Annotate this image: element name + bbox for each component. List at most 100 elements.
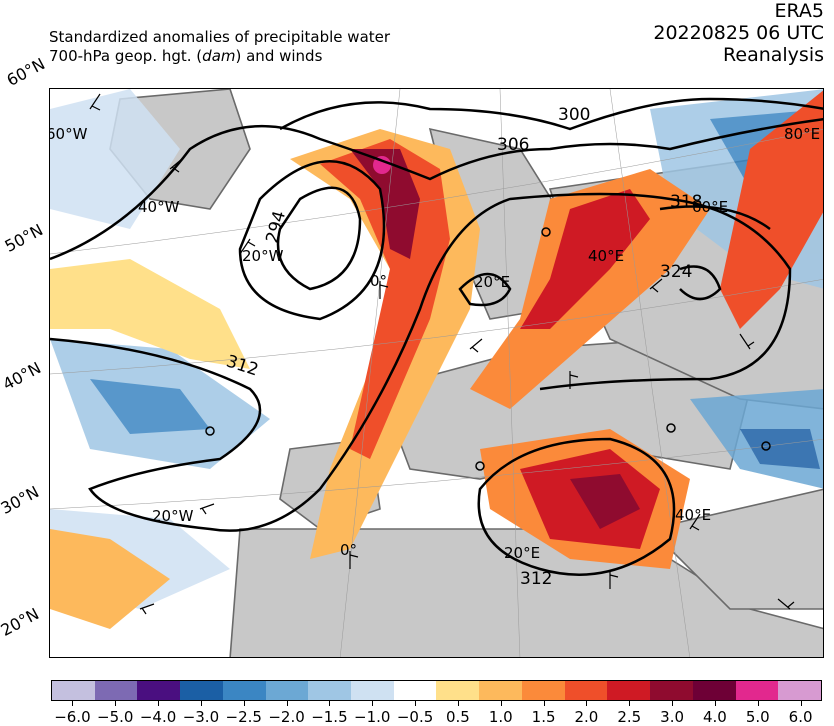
lon-label-20e-south: 20°E	[504, 544, 541, 562]
colorbar-tick-mark	[372, 701, 374, 706]
colorbar	[51, 680, 822, 701]
colorbar-tick-label: 0.5	[445, 708, 470, 726]
map-panel: 300 306 312 318 324 294 312 60°W 40°W 20…	[49, 88, 824, 658]
parallel-30n	[50, 438, 823, 510]
center-marker	[541, 227, 551, 237]
colorbar-tick-mark	[672, 701, 674, 706]
contour-300	[279, 97, 823, 131]
product-label: Reanalysis	[723, 44, 824, 66]
colorbar-tick-label: −1.0	[354, 708, 391, 726]
lon-label-40w: 40°W	[138, 198, 180, 216]
wind-barb	[199, 503, 215, 515]
colorbar-tick-mark	[158, 701, 160, 706]
colorbar-swatch	[222, 681, 266, 700]
map-canvas	[50, 89, 823, 657]
pos-band-peak	[373, 156, 391, 174]
pos-africa-west	[50, 529, 170, 629]
contour-label-306: 306	[497, 135, 530, 155]
lon-label-40e-north: 40°E	[588, 247, 625, 265]
wind-barb	[349, 551, 359, 569]
meridian-20e	[499, 89, 521, 657]
colorbar-tick-mark	[543, 701, 545, 706]
colorbar-tick-mark	[243, 701, 245, 706]
colorbar-swatch	[436, 681, 480, 700]
lon-label-60w: 60°W	[49, 125, 88, 143]
colorbar-tick-mark	[115, 701, 117, 706]
pos-band-far-east	[720, 90, 823, 329]
wind-barb	[777, 598, 795, 610]
pos-west-atlantic	[50, 259, 250, 369]
lon-label-0-south: 0°	[340, 541, 358, 559]
colorbar-tick-label: −5.0	[97, 708, 134, 726]
colorbar-tick-label: 1.0	[488, 708, 513, 726]
colorbar-swatch	[692, 681, 736, 700]
lat-label-50n: 50°N	[1, 220, 47, 256]
lat-label-60n: 60°N	[3, 54, 49, 90]
pos-balkans-core	[570, 474, 640, 529]
lon-label-40e-south: 40°E	[675, 506, 712, 524]
contour-label-324: 324	[660, 262, 693, 282]
wind-barb	[169, 158, 183, 173]
colorbar-tick-mark	[757, 701, 759, 706]
center-marker	[666, 423, 676, 433]
pos-band-east-inner	[520, 189, 650, 329]
colorbar-tick-label: −6.0	[54, 708, 91, 726]
neg-patch-caspian2	[740, 429, 820, 469]
wind-barbs	[89, 93, 795, 615]
colorbar-tick-label: −4.0	[139, 708, 177, 726]
colorbar-swatch	[778, 681, 821, 700]
colorbar-swatch	[521, 681, 565, 700]
colorbar-tick-mark	[457, 701, 459, 706]
colorbar-tick-mark	[200, 701, 202, 706]
center-markers	[205, 227, 771, 471]
contour-label-300: 300	[558, 105, 591, 125]
land-areas	[109, 89, 823, 657]
colorbar-tick-mark	[586, 701, 588, 706]
subtitle-unit: dam	[202, 47, 236, 65]
lon-label-20w-south: 20°W	[152, 507, 194, 525]
wind-barb	[139, 603, 155, 615]
subtitle-prefix: 700-hPa geop. hgt. (	[49, 47, 203, 65]
neg-patch-nw	[50, 89, 180, 229]
wind-barb	[569, 371, 579, 389]
colorbar-tick-mark	[500, 701, 502, 706]
data-source: ERA5	[774, 0, 824, 22]
contour-low-inner	[276, 186, 362, 291]
contour-324	[679, 265, 722, 301]
colorbar-swatch	[180, 681, 223, 700]
subtitle-suffix: ) and winds	[235, 47, 323, 65]
colorbar-tick-label: 4.0	[702, 708, 727, 726]
wind-barb	[89, 93, 101, 111]
meridian-40e	[609, 89, 690, 657]
map-subtitle-line2: 700-hPa geop. hgt. (dam) and winds	[49, 47, 322, 66]
lat-label-20n: 20°N	[0, 604, 43, 640]
contour-balkans	[477, 437, 676, 576]
height-contours	[50, 97, 823, 576]
parallel-50n	[50, 129, 823, 255]
colorbar-tick-label: 5.0	[745, 708, 770, 726]
colorbar-swatch	[94, 681, 138, 700]
colorbar-swatch	[393, 681, 437, 700]
contour-low-mid	[238, 160, 386, 321]
colorbar-tick-label: −2.5	[225, 708, 262, 726]
contour-318	[659, 205, 771, 231]
wind-barb	[649, 278, 663, 293]
graticule	[50, 89, 823, 657]
datetime-label: 20220825 06 UTC	[653, 22, 824, 44]
contour-306	[50, 118, 823, 261]
colorbar-tick-mark	[714, 701, 716, 706]
colorbar-swatch	[650, 681, 693, 700]
colorbar-tick-label: 2.0	[574, 708, 599, 726]
colorbar-tick-mark	[72, 701, 74, 706]
center-marker	[761, 441, 771, 451]
neg-patch-atl2	[90, 379, 210, 434]
colorbar-tick-label: −1.5	[311, 708, 348, 726]
colorbar-tick-mark	[286, 701, 288, 706]
wind-barb	[239, 238, 256, 255]
colorbar-tick-mark	[329, 701, 331, 706]
contour-label-312-south: 312	[520, 569, 553, 589]
contour-312	[50, 192, 792, 532]
colorbar-tick-mark	[415, 701, 417, 706]
lat-label-30n: 30°N	[0, 482, 43, 518]
wind-barb	[739, 333, 755, 350]
